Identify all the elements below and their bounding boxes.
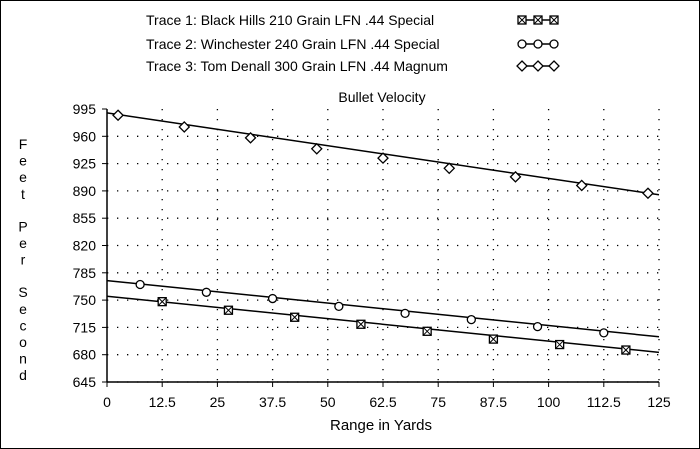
circle-marker [334, 301, 344, 311]
y-tick-labels: 995 960 925 890 855 820 785 750 715 680 645 [73, 101, 97, 390]
x-tick-label: 50 [320, 394, 336, 410]
y-tick-label: 645 [73, 374, 97, 390]
y-axis-label-letter: e [19, 153, 27, 169]
square-x-marker-cross [517, 15, 527, 25]
square-x-marker-cross [157, 297, 167, 307]
square-x-marker-cross [356, 319, 366, 329]
circle-marker [267, 293, 278, 304]
x-tick-label: 12.5 [149, 394, 176, 410]
diamond-marker [642, 187, 654, 200]
y-tick-label: 750 [73, 292, 97, 308]
axes [102, 108, 660, 387]
legend-swatch [517, 39, 559, 49]
diamond-marker [244, 131, 257, 144]
series-line [106, 295, 660, 354]
legend-label: Trace 1: Black Hills 210 Grain LFN .44 S… [146, 12, 434, 28]
square-x-marker-cross [290, 312, 300, 322]
square-x-marker-cross [422, 326, 432, 336]
series-2 [106, 279, 660, 338]
y-tick-label: 890 [73, 183, 97, 199]
diamond-marker [532, 60, 544, 72]
y-tick-label: 960 [73, 128, 97, 144]
circle-marker [400, 308, 410, 319]
y-axis-label-letter: c [20, 317, 27, 333]
series-line [106, 279, 660, 338]
legend-swatch [516, 60, 560, 72]
square-x-marker-cross [621, 345, 631, 355]
x-tick-labels: 0 12.5 25 37.5 50 62.5 75 87.5 100 112.5 125 [103, 394, 671, 410]
legend-label: Trace 2: Winchester 240 Grain LFN .44 Sp… [146, 36, 440, 52]
y-axis-label-letter: F [19, 136, 28, 152]
circle-marker [201, 287, 212, 297]
circle-marker [549, 39, 559, 49]
y-tick-label: 680 [73, 347, 97, 363]
y-tick-label: 925 [73, 156, 97, 172]
diamond-marker [548, 60, 560, 72]
y-axis-label-letter: t [21, 186, 25, 202]
x-tick-label: 0 [103, 394, 111, 410]
circle-marker [533, 39, 543, 49]
y-tick-label: 715 [73, 319, 97, 335]
circle-marker [517, 39, 527, 49]
diamond-marker [575, 179, 588, 192]
y-axis-label-letter: P [18, 218, 27, 234]
x-axis-label: Range in Yards [330, 417, 432, 434]
circle-marker [599, 328, 609, 338]
x-tick-label: 75 [430, 394, 446, 410]
y-axis-label-letter: e [19, 301, 27, 317]
diamond-marker [310, 142, 323, 155]
x-tick-label: 62.5 [369, 394, 396, 410]
y-tick-label: 855 [73, 210, 97, 226]
x-tick-label: 25 [210, 394, 226, 410]
diamond-marker [516, 60, 528, 72]
circle-marker [532, 321, 543, 332]
square-x-marker-cross [549, 15, 559, 25]
circle-marker [135, 279, 145, 290]
x-tick-label: 112.5 [587, 394, 621, 410]
series-layer [106, 109, 660, 355]
diamond-marker [509, 170, 522, 183]
x-tick-label: 100 [537, 394, 561, 410]
x-tick-label: 125 [647, 394, 671, 410]
y-axis-label-letter: d [19, 367, 27, 383]
y-axis-label-letter: e [19, 169, 27, 185]
y-axis-label-letter: e [19, 235, 27, 251]
legend-label: Trace 3: Tom Denall 300 Grain LFN .44 Ma… [146, 58, 448, 74]
y-axis-label-letter: r [21, 252, 26, 268]
circle-marker [466, 314, 476, 325]
y-axis-label-letter: S [18, 284, 27, 300]
chart-title: Bullet Velocity [338, 89, 425, 105]
diamond-marker [112, 109, 124, 122]
y-axis-label-letter: n [19, 351, 27, 367]
series-1 [106, 295, 660, 355]
y-tick-label: 995 [73, 101, 97, 117]
square-x-marker-cross [533, 15, 543, 25]
grid [107, 109, 660, 383]
y-tick-label: 785 [73, 265, 97, 281]
square-x-marker-cross [489, 334, 498, 344]
y-axis-label-letter: o [19, 334, 27, 350]
square-x-marker-cross [555, 340, 564, 349]
legend: Trace 1: Black Hills 210 Grain LFN .44 S… [146, 12, 560, 74]
x-tick-label: 87.5 [480, 394, 507, 410]
diamond-marker [178, 121, 191, 133]
diamond-marker [443, 162, 456, 175]
square-x-marker-cross [224, 305, 233, 315]
legend-swatch [517, 15, 559, 25]
y-tick-label: 820 [73, 238, 97, 254]
series-3 [106, 109, 660, 200]
diamond-marker [377, 152, 389, 165]
x-tick-label: 37.5 [259, 394, 286, 410]
